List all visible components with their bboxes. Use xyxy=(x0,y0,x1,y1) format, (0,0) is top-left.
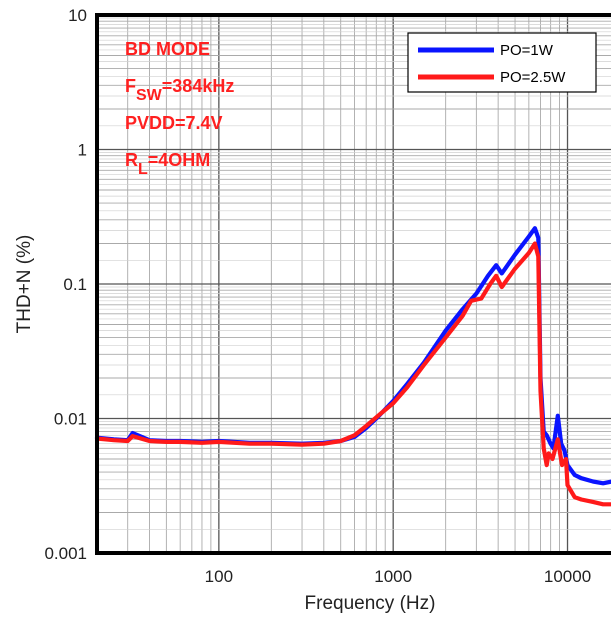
legend-label-2: PO=2.5W xyxy=(500,69,566,86)
annotation-line: FSW=384kHz xyxy=(125,76,234,104)
plot-frame xyxy=(95,13,611,555)
y-tick-label: 10 xyxy=(68,6,87,25)
x-tick-label: 1000 xyxy=(374,567,412,586)
series-line-2 xyxy=(94,241,611,507)
annotation-block: BD MODE FSW=384kHz PVDD=7.4V RL=4OHM xyxy=(125,39,234,178)
annotation-line: RL=4OHM xyxy=(125,150,210,178)
x-tick-label: 10000 xyxy=(544,567,591,586)
grid xyxy=(96,15,611,554)
x-tick-label: 100 xyxy=(205,567,233,586)
y-tick-label: 1 xyxy=(78,141,87,160)
y-tick-label: 0.01 xyxy=(54,410,87,429)
annotation-line: PVDD=7.4V xyxy=(125,113,223,133)
tick-labels: 100 1000 10000 10 1 0.1 0.01 0.001 xyxy=(44,6,591,586)
legend-box xyxy=(407,32,597,93)
y-tick-label: 0.001 xyxy=(44,544,87,563)
y-axis-label: THD+N (%) xyxy=(14,235,35,334)
y-tick-label: 0.1 xyxy=(63,275,87,294)
legend: PO=1W PO=2.5W xyxy=(407,32,597,93)
annotation-line: BD MODE xyxy=(125,39,210,59)
x-axis-label: Frequency (Hz) xyxy=(305,593,436,614)
legend-label-1: PO=1W xyxy=(500,42,554,59)
series-group xyxy=(94,226,611,507)
